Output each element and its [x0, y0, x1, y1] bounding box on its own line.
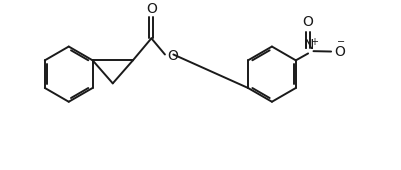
- Text: O: O: [167, 49, 178, 63]
- Text: N: N: [303, 38, 313, 52]
- Text: O: O: [333, 45, 344, 58]
- Text: +: +: [310, 37, 318, 47]
- Text: −: −: [336, 37, 345, 47]
- Text: O: O: [302, 15, 313, 29]
- Text: O: O: [146, 2, 156, 16]
